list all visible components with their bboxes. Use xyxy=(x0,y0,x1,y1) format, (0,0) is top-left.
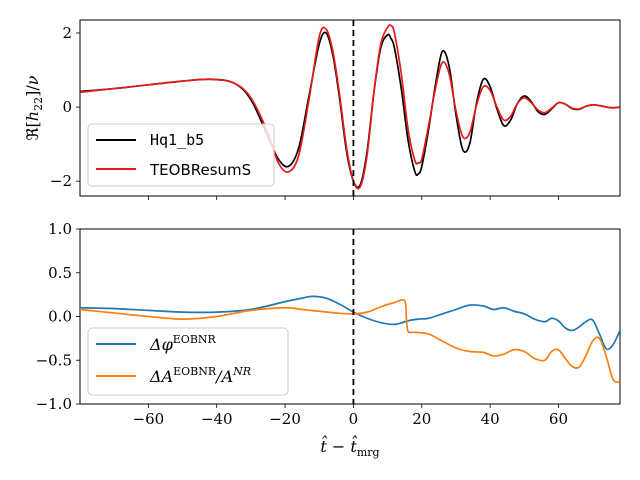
bottom-ytick-label: 1.0 xyxy=(48,220,72,238)
series-line-eobnr xyxy=(80,295,620,351)
bottom-xtick-label: −60 xyxy=(133,410,165,428)
top-panel: −2 0 2 ℜ[h22]/ν Hq1_b5 TEOBResumS xyxy=(23,19,621,200)
bottom-xtick-label: 0 xyxy=(349,410,359,428)
top-ytick-label: −2 xyxy=(50,172,72,190)
bottom-ytick-label: −0.5 xyxy=(36,351,72,369)
bottom-ytick-label: −1.0 xyxy=(36,395,72,413)
top-plot-frame xyxy=(79,19,621,197)
legend-label-teobresums: TEOBResumS xyxy=(149,161,251,179)
top-ytick-label: 2 xyxy=(62,24,72,42)
bottom-xtick-label: 20 xyxy=(412,410,431,428)
bottom-ytick-label: 0.0 xyxy=(48,308,72,326)
top-ytick-label: 0 xyxy=(62,98,72,116)
bottom-axes: −60 −40 −20 0 20 40 60 −1.0 −0.5 0.0 0.5 1.0 xyxy=(36,220,568,428)
bottom-legend-box xyxy=(87,327,289,396)
bottom-xtick-label: −40 xyxy=(201,410,233,428)
bottom-ytick-label: 0.5 xyxy=(48,264,72,282)
legend-label-hq1-b5: Hq1_b5 xyxy=(150,131,204,149)
bottom-plot-area xyxy=(80,229,620,404)
bottom-xlabel: t̂ − t̂mrg xyxy=(320,436,379,459)
top-plot-area xyxy=(80,20,620,196)
bottom-xtick-label: −20 xyxy=(269,410,301,428)
bottom-legend: ΔφEOBNR ΔAEOBNR/ANR xyxy=(87,327,289,396)
top-legend: Hq1_b5 TEOBResumS xyxy=(87,123,275,187)
top-ylabel: ℜ[h22]/ν xyxy=(23,75,45,140)
bottom-xtick-label: 60 xyxy=(549,410,568,428)
series-line-teobresums xyxy=(80,24,620,190)
bottom-panel: −60 −40 −20 0 20 40 60 −1.0 −0.5 0.0 0.5 1.0 t̂ − t… xyxy=(36,220,621,459)
top-axes: −2 0 2 xyxy=(50,24,559,200)
series-line-a-eobnr-a-nr xyxy=(80,298,620,384)
bottom-xtick-label: 40 xyxy=(481,410,500,428)
